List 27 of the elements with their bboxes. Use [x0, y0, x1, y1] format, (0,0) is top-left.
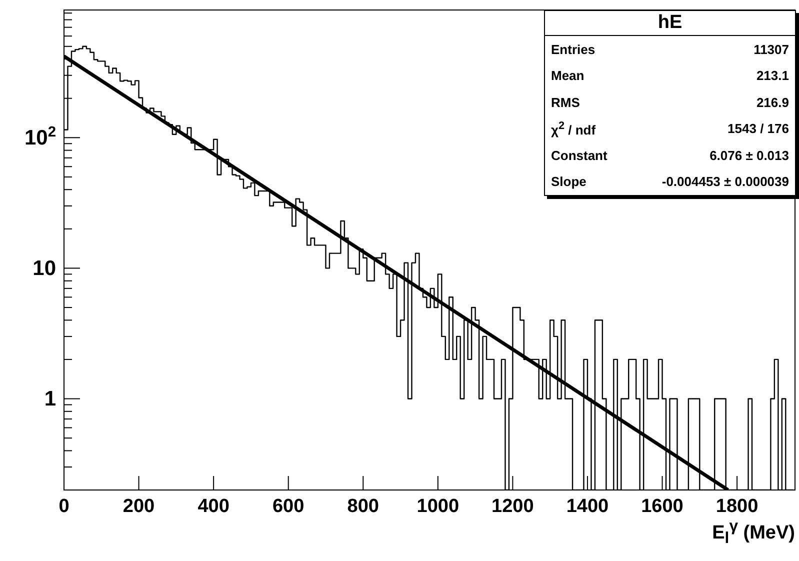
annotation: RMS: [551, 94, 580, 110]
x-tick-label: 1800: [716, 496, 758, 517]
x-tick-label: 400: [198, 496, 230, 517]
annotation: 213.1: [756, 68, 789, 84]
annotation: χ$^{2}$ / ndf: [551, 120, 596, 138]
annotation: 1543 / 176: [728, 121, 789, 136]
x-tick-label: 1200: [492, 496, 534, 517]
annotation: 6.076 ± 0.013: [710, 148, 789, 163]
y-tick-label: 10$^{2}$: [24, 124, 56, 150]
annotation: Entries: [551, 42, 596, 57]
annotation: 11307: [754, 42, 789, 57]
x-tick-label: 0: [58, 496, 70, 517]
annotation: hE: [545, 11, 795, 36]
y-tick-label: 1: [44, 388, 56, 411]
x-tick-label: 800: [347, 496, 379, 517]
x-tick-label: 200: [122, 496, 155, 517]
x-tick-label: 1400: [566, 496, 609, 517]
annotation: Slope: [551, 174, 586, 190]
annotation: Mean: [551, 68, 584, 84]
annotation: Constant: [551, 148, 608, 163]
annotation: -0.004453 ± 0.000039: [662, 174, 789, 190]
y-tick-label: 10: [32, 257, 56, 280]
x-tick-label: 1000: [416, 496, 460, 517]
annotation: 216.9: [756, 94, 789, 110]
x-tick-label: 1600: [641, 496, 684, 517]
x-tick-label: 600: [272, 496, 304, 517]
x-axis-title: E$_{l}$$^{γ}$ (MeV): [712, 518, 795, 548]
